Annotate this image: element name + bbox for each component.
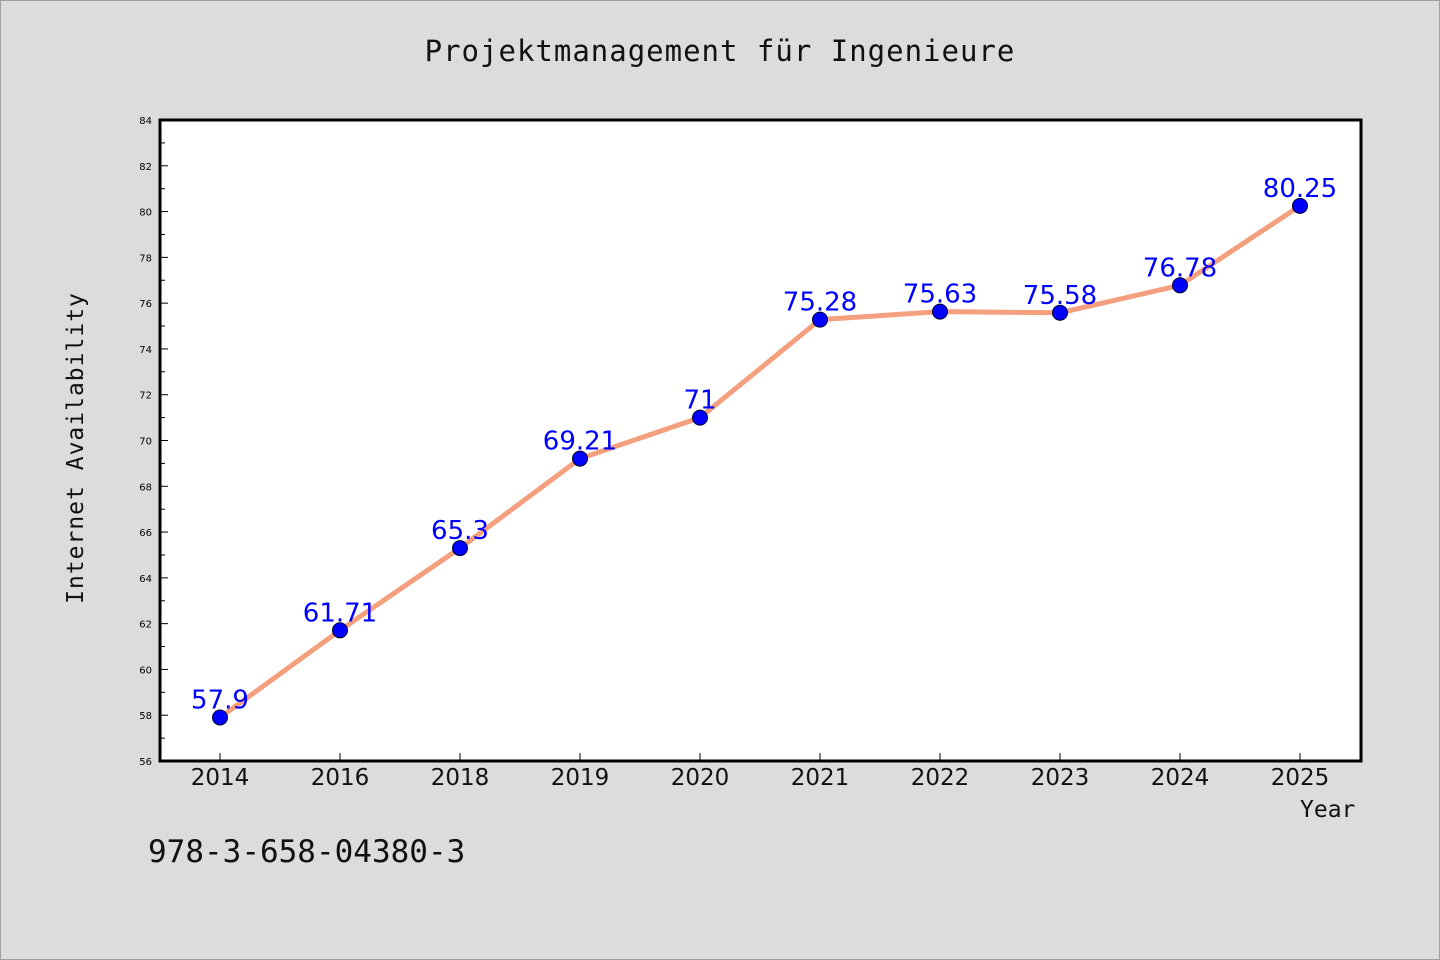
x-tick-label: 2021 [791,765,850,791]
x-tick-label: 2019 [551,765,610,791]
y-tick-label: 58 [139,711,152,722]
x-tick-label: 2014 [191,765,250,791]
y-tick-label: 56 [139,757,152,768]
series-line [217,203,1303,721]
chart-title: Projektmanagement für Ingenieure [424,34,1016,68]
y-tick-label: 60 [139,665,152,676]
y-tick-label: 80 [139,208,152,219]
x-tick-label: 2024 [1151,765,1210,791]
data-point [932,303,948,320]
y-tick-label: 84 [139,116,152,127]
data-point [1052,304,1068,321]
y-tick-label: 62 [139,620,152,631]
y-tick-label: 70 [139,437,152,448]
y-tick-label: 68 [139,482,152,493]
x-axis-label: Year [1300,797,1356,823]
data-point [1292,197,1308,214]
y-tick-label: 78 [139,253,152,264]
data-point [1172,277,1188,294]
data-point [212,709,228,726]
x-tick-label: 2018 [431,765,490,791]
y-tick-label: 72 [139,391,152,402]
data-point [692,409,708,426]
data-point [452,540,468,557]
data-point [332,622,348,639]
x-tick-label: 2016 [311,765,370,791]
y-tick-label: 66 [139,528,152,539]
data-point [572,450,588,467]
x-tick-label: 2020 [671,765,730,791]
y-tick-label: 74 [139,345,152,356]
x-tick-label: 2023 [1031,765,1090,791]
y-tick-label: 76 [139,299,152,310]
x-tick-label: 2025 [1271,765,1330,791]
y-tick-label: 64 [139,574,152,585]
data-point [812,311,828,328]
plot-area [158,118,1363,763]
y-tick-label: 82 [139,162,152,173]
isbn-label: 978-3-658-04380-3 [148,834,466,870]
x-tick-label: 2022 [911,765,970,791]
